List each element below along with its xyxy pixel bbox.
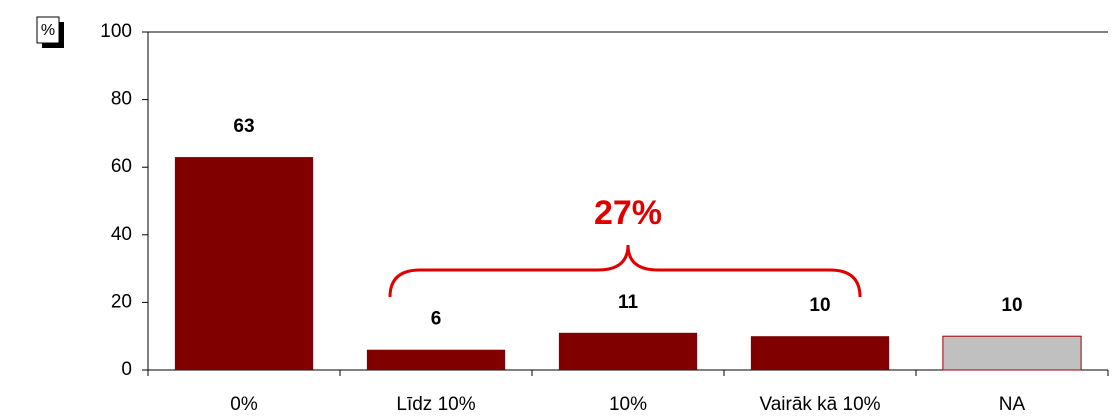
y-axis-label: % <box>41 22 55 39</box>
x-tick-label: Līdz 10% <box>396 394 475 415</box>
y-tick-label: 20 <box>111 291 132 312</box>
ylabel-box <box>36 16 60 44</box>
y-tick-label: 40 <box>111 224 132 245</box>
bar <box>942 335 1082 371</box>
value-label: 10 <box>1001 295 1022 316</box>
x-tick-label: 0% <box>230 394 258 415</box>
value-label: 63 <box>233 116 254 137</box>
x-tick-label: NA <box>999 394 1026 415</box>
y-tick-label: 60 <box>111 156 132 177</box>
y-tick-label: 100 <box>100 21 132 42</box>
value-label: 6 <box>431 309 442 330</box>
x-tick-label: 10% <box>609 394 647 415</box>
bar <box>750 336 890 370</box>
y-tick-label: 0 <box>121 359 132 380</box>
brace <box>388 244 862 298</box>
bar <box>174 157 314 370</box>
annotation: 27% <box>594 194 662 232</box>
x-tick-label: Vairāk kā 10% <box>759 394 880 415</box>
bar <box>558 332 698 370</box>
y-tick-label: 80 <box>111 89 132 110</box>
value-label: 11 <box>618 292 639 313</box>
value-label: 10 <box>809 295 830 316</box>
bar <box>366 349 506 370</box>
